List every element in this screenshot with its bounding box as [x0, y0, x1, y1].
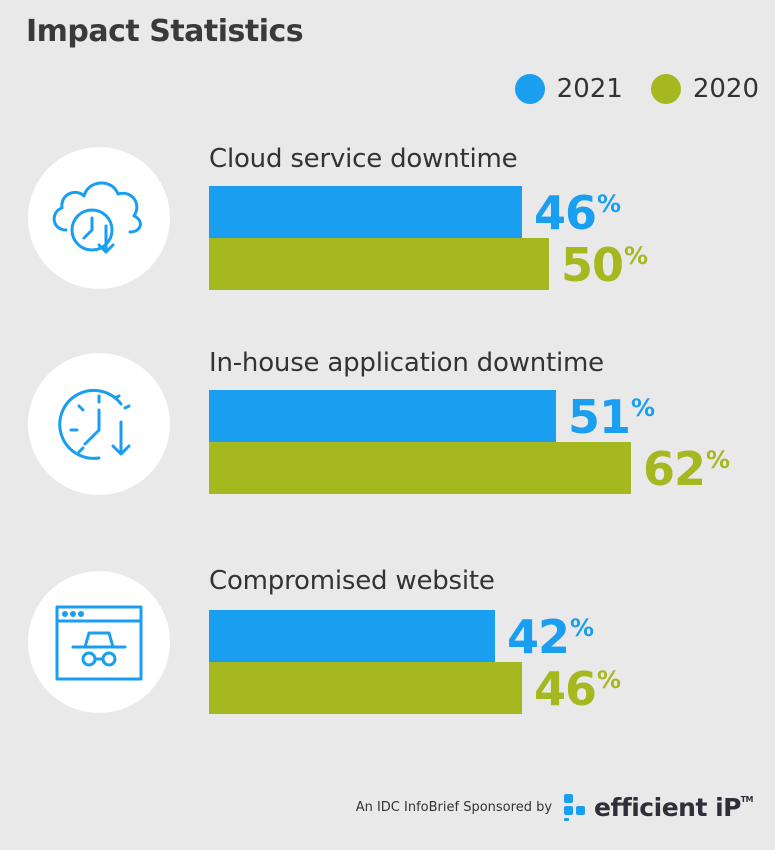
legend-item-2021: 2021	[514, 74, 623, 104]
category-label: Compromised website	[209, 566, 495, 596]
bar-2020-3	[209, 662, 522, 714]
value-number: 46	[534, 186, 597, 240]
brand-name-text: efficient iP	[594, 792, 741, 822]
bar-2021-1	[209, 186, 522, 238]
category-label: In-house application downtime	[209, 348, 604, 378]
legend-label-2021: 2021	[556, 74, 623, 104]
brand-tm: TM	[740, 794, 754, 804]
value-label-2020-1: 50%	[561, 242, 648, 288]
brand-logo: efficient iP TM	[562, 792, 754, 822]
cloud-clock-icon	[28, 147, 170, 289]
value-number: 62	[643, 442, 706, 496]
value-unit: %	[706, 446, 730, 474]
brand-name: efficient iP TM	[594, 792, 753, 822]
legend-item-2020: 2020	[650, 74, 759, 104]
bar-2021-2	[209, 390, 556, 442]
incognito-browser-icon	[28, 571, 170, 713]
bar-2020-1	[209, 238, 549, 290]
value-unit: %	[624, 242, 648, 270]
legend-swatch-2021	[514, 74, 545, 104]
value-label-2021-3: 42%	[507, 614, 594, 660]
value-unit: %	[570, 614, 594, 642]
legend-label-2020: 2020	[692, 74, 759, 104]
value-unit: %	[631, 394, 655, 422]
value-label-2020-2: 62%	[643, 446, 730, 492]
footer: An IDC InfoBrief Sponsored by efficient …	[355, 792, 754, 822]
category-label: Cloud service downtime	[209, 144, 518, 174]
bar-2020-2	[209, 442, 631, 494]
value-number: 50	[561, 238, 624, 292]
value-number: 46	[534, 662, 597, 716]
bar-2021-3	[209, 610, 495, 662]
chart-title: Impact Statistics	[26, 14, 304, 49]
clock-download-icon	[28, 353, 170, 495]
value-number: 51	[568, 390, 631, 444]
value-label-2021-1: 46%	[534, 190, 621, 236]
value-label-2020-3: 46%	[534, 666, 621, 712]
value-unit: %	[597, 666, 621, 694]
footer-text: An IDC InfoBrief Sponsored by	[355, 799, 553, 815]
efficient-ip-logo-icon	[564, 794, 586, 821]
value-label-2021-2: 51%	[568, 394, 655, 440]
legend-swatch-2020	[650, 74, 681, 104]
value-unit: %	[597, 190, 621, 218]
value-number: 42	[507, 610, 570, 664]
legend: 2021 2020	[497, 74, 759, 104]
